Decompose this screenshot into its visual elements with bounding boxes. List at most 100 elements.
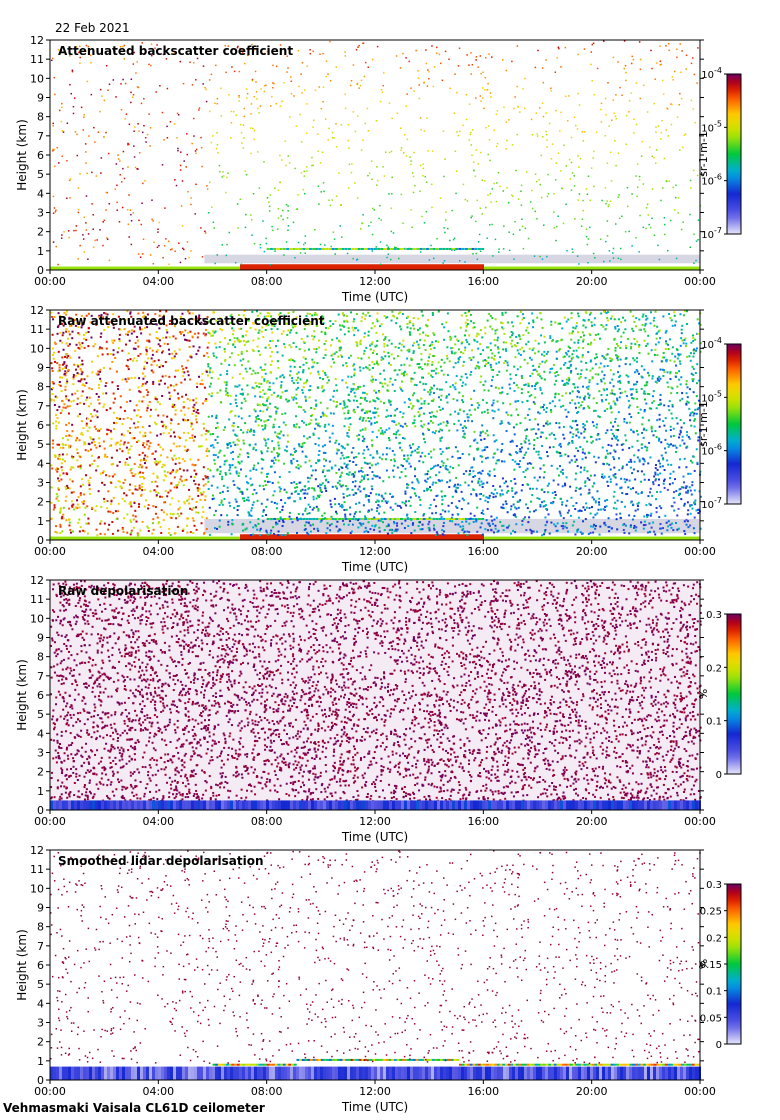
backscatter-cell bbox=[322, 451, 325, 454]
backscatter-cell bbox=[529, 528, 532, 531]
backscatter-cell bbox=[430, 420, 433, 423]
backscatter-cell bbox=[465, 314, 468, 317]
backscatter-cell bbox=[598, 497, 601, 500]
backscatter-cell bbox=[695, 347, 698, 350]
backscatter-cell bbox=[471, 154, 473, 157]
backscatter-cell bbox=[375, 120, 378, 122]
backscatter-cell bbox=[68, 236, 70, 239]
backscatter-cell bbox=[578, 488, 581, 491]
backscatter-cell bbox=[669, 219, 672, 222]
backscatter-cell bbox=[418, 407, 421, 410]
backscatter-cell bbox=[619, 517, 622, 520]
boundary-layer-cell bbox=[106, 266, 108, 270]
backscatter-cell bbox=[228, 501, 231, 504]
backscatter-cell bbox=[282, 434, 285, 437]
backscatter-cell bbox=[126, 333, 129, 336]
backscatter-cell bbox=[558, 348, 561, 351]
backscatter-cell bbox=[478, 233, 481, 236]
backscatter-cell bbox=[335, 525, 338, 528]
backscatter-cell bbox=[141, 475, 144, 478]
backscatter-cell bbox=[660, 199, 662, 202]
backscatter-cell bbox=[278, 453, 281, 456]
boundary-layer-cell bbox=[560, 266, 562, 270]
backscatter-cell bbox=[619, 374, 622, 377]
backscatter-cell bbox=[283, 462, 286, 465]
backscatter-cell bbox=[114, 188, 116, 190]
backscatter-cell bbox=[277, 530, 280, 533]
backscatter-cell bbox=[124, 118, 126, 120]
backscatter-cell bbox=[550, 501, 553, 504]
backscatter-cell bbox=[663, 157, 666, 160]
backscatter-cell bbox=[314, 427, 317, 430]
backscatter-cell bbox=[435, 533, 438, 536]
backscatter-cell bbox=[227, 342, 230, 345]
backscatter-cell bbox=[379, 204, 381, 207]
backscatter-cell bbox=[166, 456, 169, 459]
backscatter-cell bbox=[165, 58, 168, 60]
backscatter-cell bbox=[218, 525, 221, 528]
backscatter-cell bbox=[343, 462, 346, 465]
backscatter-cell bbox=[398, 442, 401, 445]
backscatter-cell bbox=[238, 472, 241, 475]
backscatter-cell bbox=[239, 448, 242, 451]
backscatter-cell bbox=[280, 384, 283, 387]
backscatter-cell bbox=[638, 351, 641, 354]
backscatter-cell bbox=[295, 483, 298, 486]
backscatter-cell bbox=[656, 490, 659, 493]
boundary-layer-cell bbox=[100, 266, 102, 270]
boundary-layer-cell bbox=[470, 264, 472, 270]
backscatter-cell bbox=[393, 315, 396, 318]
backscatter-cell bbox=[282, 330, 285, 333]
boundary-layer-cell bbox=[526, 266, 528, 270]
backscatter-cell bbox=[488, 524, 491, 527]
boundary-layer-cell bbox=[80, 536, 82, 540]
backscatter-cell bbox=[497, 408, 500, 411]
backscatter-cell bbox=[560, 111, 562, 114]
backscatter-cell bbox=[365, 410, 368, 413]
backscatter-cell bbox=[306, 512, 309, 515]
backscatter-cell bbox=[156, 246, 159, 249]
backscatter-cell bbox=[60, 466, 63, 469]
backscatter-cell bbox=[589, 435, 592, 438]
backscatter-cell bbox=[516, 500, 519, 503]
backscatter-cell bbox=[682, 221, 684, 223]
backscatter-cell bbox=[624, 524, 627, 527]
backscatter-cell bbox=[126, 513, 129, 516]
backscatter-cell bbox=[625, 143, 627, 146]
backscatter-cell bbox=[633, 454, 636, 457]
backscatter-cell bbox=[283, 82, 285, 84]
backscatter-cell bbox=[458, 260, 461, 262]
backscatter-cell bbox=[506, 413, 509, 416]
backscatter-cell bbox=[293, 95, 295, 97]
backscatter-cell bbox=[282, 520, 285, 523]
backscatter-cell bbox=[424, 324, 427, 327]
backscatter-cell bbox=[262, 321, 265, 324]
backscatter-cell bbox=[396, 528, 399, 531]
backscatter-cell bbox=[103, 328, 106, 331]
backscatter-cell bbox=[368, 500, 371, 503]
boundary-layer-cell bbox=[146, 536, 148, 540]
backscatter-cell bbox=[641, 315, 644, 318]
backscatter-cell bbox=[641, 431, 644, 434]
backscatter-cell bbox=[614, 223, 617, 225]
backscatter-cell bbox=[392, 232, 395, 234]
backscatter-cell bbox=[410, 532, 413, 535]
backscatter-cell bbox=[515, 507, 518, 510]
backscatter-cell bbox=[277, 481, 280, 484]
backscatter-cell bbox=[318, 494, 321, 497]
backscatter-cell bbox=[173, 454, 176, 457]
backscatter-cell bbox=[272, 82, 274, 84]
backscatter-cell bbox=[129, 469, 132, 472]
backscatter-cell bbox=[56, 146, 58, 149]
backscatter-cell bbox=[356, 82, 359, 85]
boundary-layer-cell bbox=[680, 536, 682, 540]
backscatter-cell bbox=[549, 408, 552, 411]
boundary-layer-cell bbox=[224, 536, 226, 540]
backscatter-cell bbox=[479, 343, 482, 346]
backscatter-cell bbox=[457, 361, 460, 364]
backscatter-cell bbox=[164, 474, 167, 477]
backscatter-cell bbox=[412, 191, 415, 194]
backscatter-cell bbox=[545, 130, 547, 133]
backscatter-cell bbox=[52, 357, 55, 360]
backscatter-cell bbox=[525, 329, 528, 332]
